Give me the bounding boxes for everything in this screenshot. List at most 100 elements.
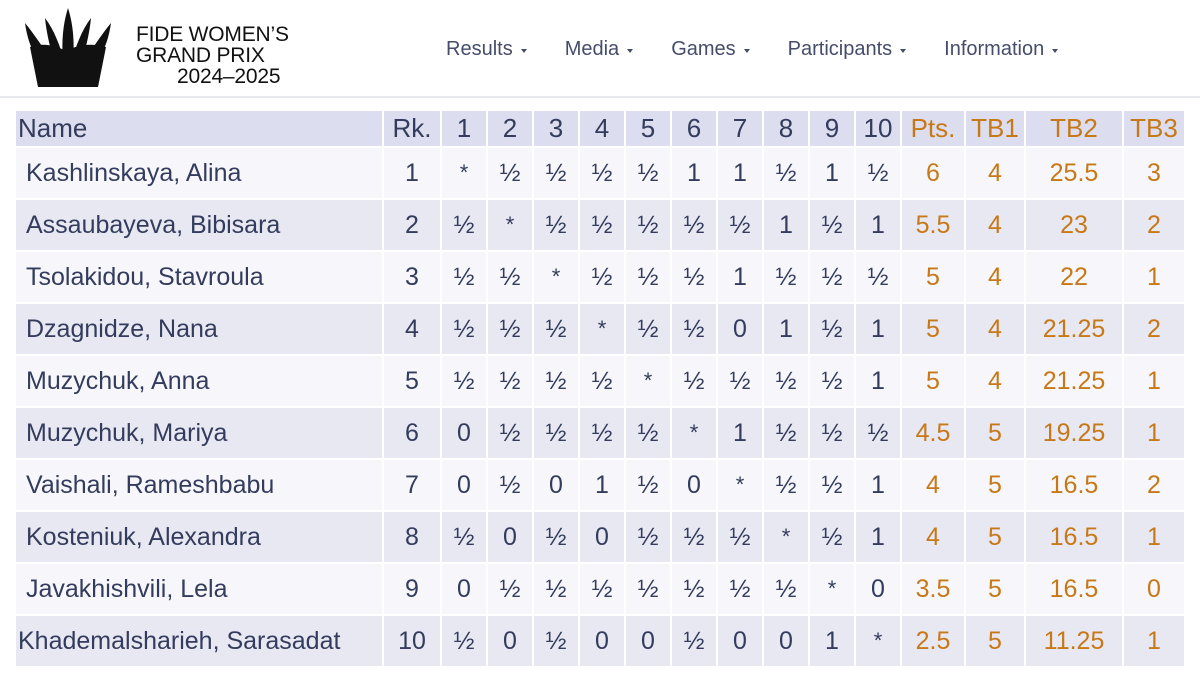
tb3-cell: 1	[1123, 407, 1186, 460]
result-cell: 0	[441, 563, 488, 616]
result-cell: ½	[809, 459, 856, 512]
result-cell: *	[717, 459, 764, 512]
logo-line-1: FIDE WOMEN’S	[136, 23, 289, 46]
result-cell: 1	[855, 303, 902, 356]
player-name[interactable]: Muzychuk, Mariya	[16, 407, 384, 460]
player-rank: 1	[383, 147, 442, 200]
result-cell: 1	[809, 615, 856, 668]
column-header-opponent-5: 5	[625, 111, 672, 148]
result-cell: ½	[441, 251, 488, 304]
pts-cell: 6	[901, 147, 966, 200]
result-cell: ½	[809, 511, 856, 564]
result-cell: *	[579, 303, 626, 356]
result-cell: ½	[717, 563, 764, 616]
nav-information[interactable]: Information	[944, 38, 1059, 61]
player-name[interactable]: Khademalsharieh, Sarasadat	[16, 615, 384, 668]
result-cell: 0	[441, 407, 488, 460]
result-cell: ½	[809, 303, 856, 356]
table-row: Javakhishvili, Lela 9 0 ½ ½ ½ ½ ½ ½ ½ * 0 3.5 5 16.5 0	[16, 563, 1186, 616]
player-rank: 5	[383, 355, 442, 408]
pts-cell: 5	[901, 303, 966, 356]
standings-header: Name Rk. 1 2 3 4 5 6 7 8 9 10 Pts. TB1 TB2 TB3	[16, 111, 1186, 148]
pts-cell: 5	[901, 355, 966, 408]
column-header-tb2: TB2	[1025, 111, 1124, 148]
result-cell: ½	[717, 355, 764, 408]
nav-participants[interactable]: Participants	[788, 38, 907, 61]
result-cell: ½	[625, 199, 672, 252]
result-cell: ½	[441, 199, 488, 252]
result-cell: 0	[855, 563, 902, 616]
result-cell: *	[533, 251, 580, 304]
nav-media[interactable]: Media	[564, 38, 634, 61]
main-nav: Results Media Games Participants Information	[446, 38, 1059, 61]
result-cell: *	[671, 407, 718, 460]
tb3-cell: 2	[1123, 199, 1186, 252]
pts-cell: 5	[901, 251, 966, 304]
nav-label: Games	[671, 38, 736, 60]
result-cell: ½	[625, 147, 672, 200]
result-cell: ½	[671, 563, 718, 616]
nav-label: Participants	[787, 38, 893, 60]
result-cell: ½	[763, 355, 810, 408]
result-cell: ½	[487, 407, 534, 460]
tb3-cell: 1	[1123, 251, 1186, 304]
result-cell: ½	[533, 303, 580, 356]
result-cell: ½	[855, 147, 902, 200]
column-header-opponent-9: 9	[809, 111, 856, 148]
result-cell: ½	[671, 511, 718, 564]
tb3-cell: 3	[1123, 147, 1186, 200]
result-cell: 1	[763, 199, 810, 252]
player-name[interactable]: Javakhishvili, Lela	[16, 563, 384, 616]
result-cell: ½	[533, 407, 580, 460]
result-cell: ½	[855, 251, 902, 304]
result-cell: 1	[717, 251, 764, 304]
result-cell: ½	[487, 303, 534, 356]
result-cell: *	[625, 355, 672, 408]
tb2-cell: 23	[1025, 199, 1124, 252]
result-cell: ½	[763, 563, 810, 616]
player-name[interactable]: Tsolakidou, Stavroula	[16, 251, 384, 304]
player-name[interactable]: Assaubayeva, Bibisara	[16, 199, 384, 252]
pts-cell: 4	[901, 459, 966, 512]
player-name[interactable]: Dzagnidze, Nana	[16, 303, 384, 356]
tb2-cell: 19.25	[1025, 407, 1124, 460]
chevron-down-icon	[743, 48, 750, 53]
result-cell: ½	[579, 199, 626, 252]
column-header-opponent-2: 2	[487, 111, 534, 148]
crown-logo-icon[interactable]	[18, 8, 118, 88]
logo-text[interactable]: FIDE WOMEN’S GRAND PRIX 2024–2025	[136, 24, 289, 87]
result-cell: 1	[855, 459, 902, 512]
result-cell: 0	[763, 615, 810, 668]
result-cell: ½	[441, 511, 488, 564]
chevron-down-icon	[627, 48, 634, 53]
result-cell: *	[763, 511, 810, 564]
tb1-cell: 4	[965, 355, 1026, 408]
table-row: Vaishali, Rameshbabu 7 0 ½ 0 1 ½ 0 * ½ ½ 1 4 5 16.5 2	[16, 459, 1186, 512]
pts-cell: 3.5	[901, 563, 966, 616]
result-cell: ½	[533, 199, 580, 252]
result-cell: ½	[625, 563, 672, 616]
result-cell: ½	[763, 251, 810, 304]
nav-results[interactable]: Results	[446, 38, 527, 61]
player-name[interactable]: Muzychuk, Anna	[16, 355, 384, 408]
tb3-cell: 1	[1123, 355, 1186, 408]
player-name[interactable]: Vaishali, Rameshbabu	[16, 459, 384, 512]
result-cell: ½	[533, 147, 580, 200]
result-cell: ½	[809, 407, 856, 460]
nav-label: Media	[564, 38, 620, 60]
player-rank: 6	[383, 407, 442, 460]
tb1-cell: 5	[965, 511, 1026, 564]
player-rank: 2	[383, 199, 442, 252]
column-header-name: Name	[16, 111, 384, 148]
result-cell: 0	[487, 615, 534, 668]
pts-cell: 4.5	[901, 407, 966, 460]
player-name[interactable]: Kosteniuk, Alexandra	[16, 511, 384, 564]
nav-games[interactable]: Games	[671, 38, 750, 61]
tb3-cell: 2	[1123, 459, 1186, 512]
tb1-cell: 4	[965, 303, 1026, 356]
standings-table: Name Rk. 1 2 3 4 5 6 7 8 9 10 Pts. TB1 TB2 TB3 Kashlins…	[16, 111, 1186, 668]
player-name[interactable]: Kashlinskaya, Alina	[16, 147, 384, 200]
header-row: Name Rk. 1 2 3 4 5 6 7 8 9 10 Pts. TB1 TB2 TB3	[16, 111, 1186, 148]
logo-line-2: GRAND PRIX	[136, 44, 265, 67]
tb2-cell: 25.5	[1025, 147, 1124, 200]
